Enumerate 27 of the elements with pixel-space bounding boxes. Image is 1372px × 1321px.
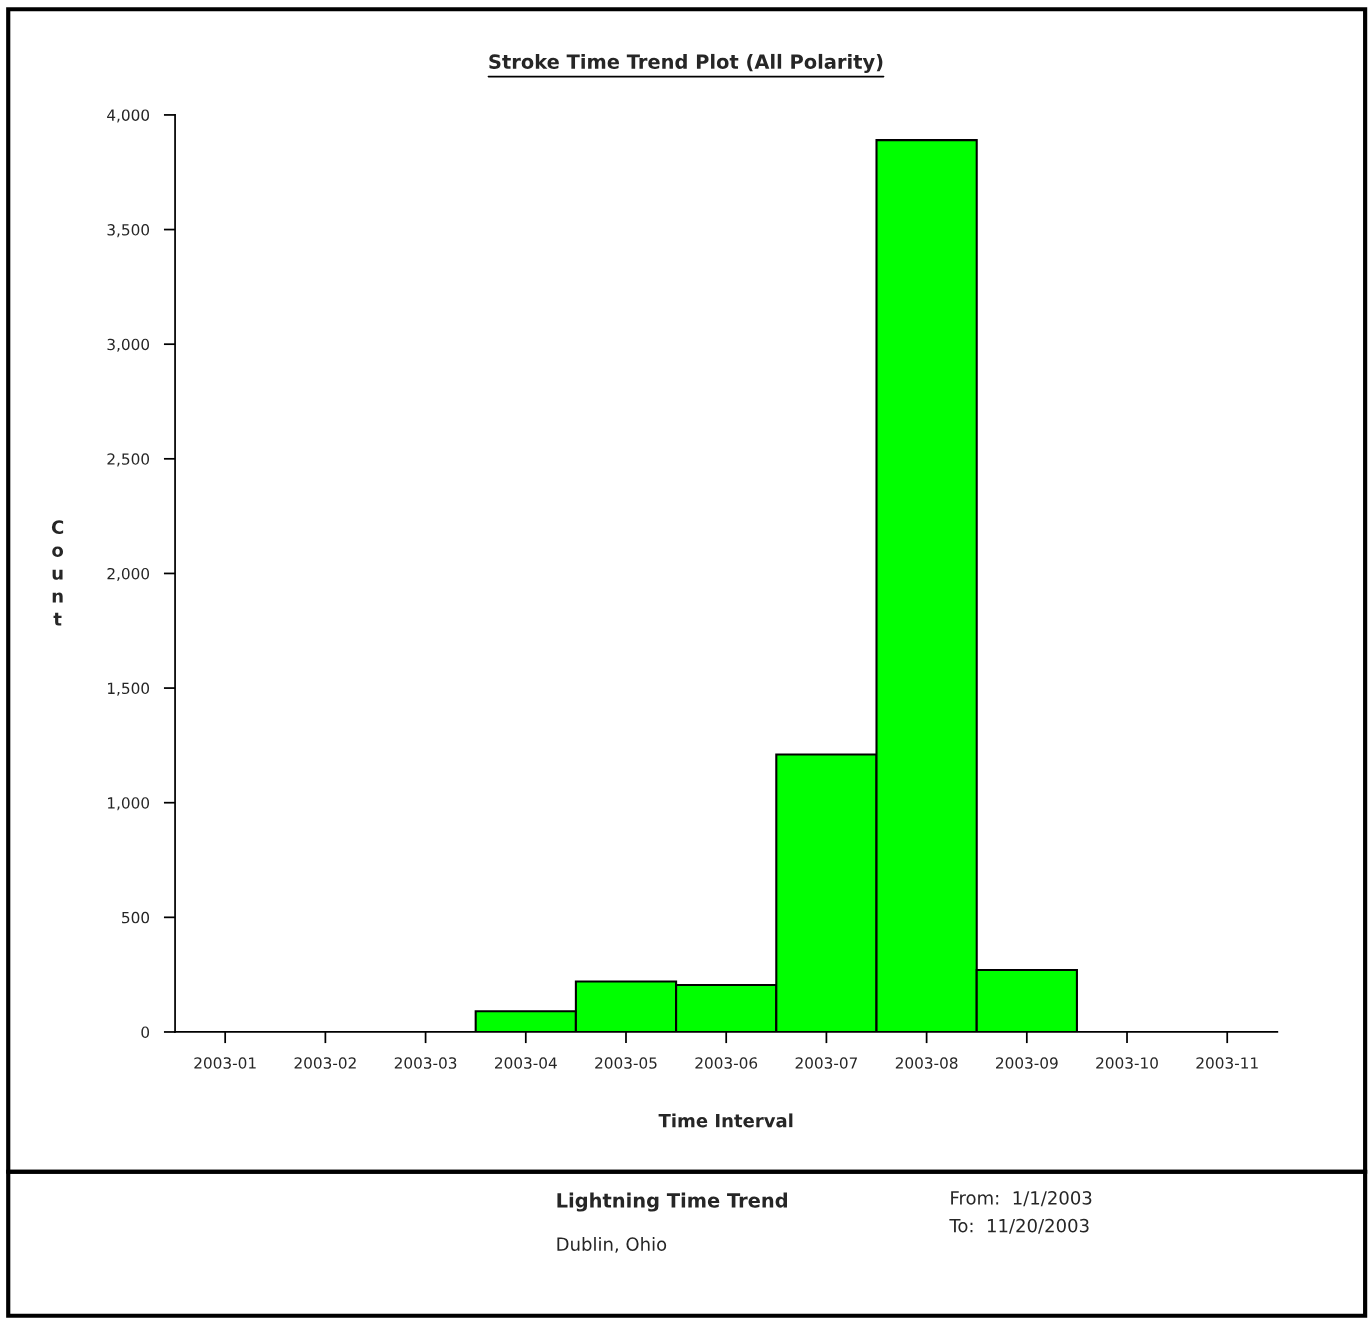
x-tick-label: 2003-05	[595, 1057, 657, 1069]
x-tick-label: 2003-09	[996, 1057, 1058, 1069]
text: From: 1/1/2003	[951, 1191, 1092, 1207]
y-tick-label: 4,000	[107, 109, 150, 123]
x-tick-label: 2003-02	[294, 1057, 356, 1069]
text: To: 11/20/2003	[949, 1218, 1089, 1234]
y-tick-label: 2,500	[107, 453, 150, 467]
x-tick-label: 2003-03	[394, 1057, 457, 1069]
text: Lightning Time Trend	[557, 1192, 787, 1212]
x-axis-title: Time Interval	[658, 1113, 793, 1128]
y-axis-title: Count	[51, 520, 64, 626]
y-tick-label: 3,000	[107, 338, 150, 352]
y-tick-label: 1,500	[108, 682, 150, 696]
x-tick-label: 2003-08	[895, 1057, 958, 1069]
chart-title: Stroke Time Trend Plot (All Polarity)	[489, 53, 883, 73]
x-tick-label: 2003-10	[1096, 1057, 1158, 1069]
y-tick-label: 1,000	[108, 797, 150, 811]
y-tick-label: 3,500	[107, 224, 150, 238]
x-tick-label: 2003-01	[194, 1057, 256, 1069]
y-tick-label: 0	[141, 1026, 150, 1038]
x-tick-label: 2003-04	[494, 1057, 557, 1069]
x-tick-label: 2003-06	[695, 1057, 758, 1069]
y-tick-label: 2,000	[107, 567, 150, 582]
x-tick-label: 2003-07	[795, 1057, 858, 1069]
y-tick-label: 500	[122, 911, 150, 924]
text: Dublin, Ohio	[557, 1236, 667, 1253]
x-tick-label: 2003-11	[1196, 1057, 1258, 1069]
